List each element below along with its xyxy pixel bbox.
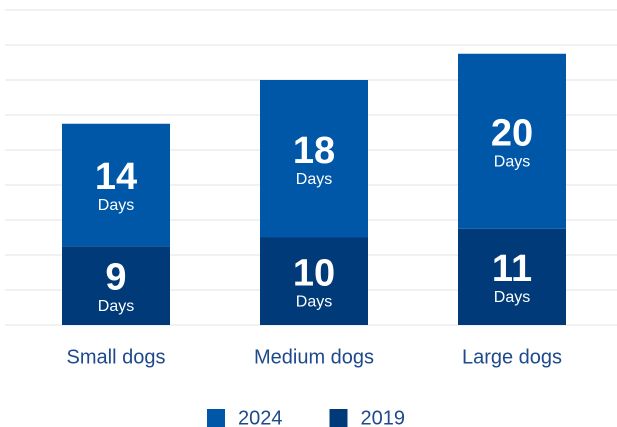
x-tick-label: Large dogs [462,346,562,368]
bar-segment [62,123,170,247]
value-label: 9 [105,257,126,299]
value-label: 14 [95,156,137,198]
bar-segment [458,228,566,325]
value-label: 18 [293,130,335,172]
bar-segment [62,246,170,325]
unit-label: Days [494,153,530,170]
value-label: 20 [491,112,533,154]
unit-label: Days [296,171,332,188]
bar-segment [458,53,566,229]
unit-label: Days [98,197,134,214]
x-tick-label: Medium dogs [254,346,374,368]
bar-segment [260,237,368,325]
legend-swatch [329,409,348,427]
legend-swatch [207,409,225,427]
unit-label: Days [494,289,530,306]
value-label: 11 [492,248,532,290]
legend-label: 2019 [361,407,406,427]
bar-segment [260,80,368,238]
x-tick-label: Small dogs [67,346,166,368]
value-label: 10 [293,252,335,294]
unit-label: Days [98,298,134,315]
unit-label: Days [296,293,332,310]
legend-label: 2024 [238,407,283,427]
